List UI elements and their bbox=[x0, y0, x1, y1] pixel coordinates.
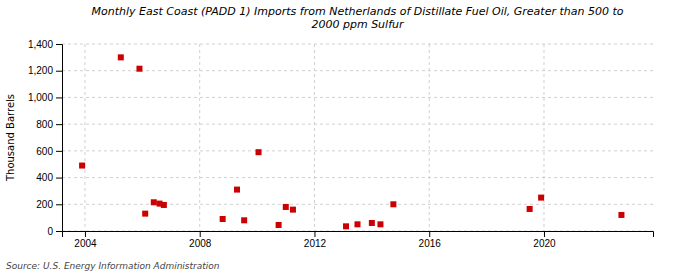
grid-line-y bbox=[62, 150, 653, 151]
tick-label: 800 bbox=[36, 119, 53, 130]
grid-line-y bbox=[62, 44, 653, 45]
grid-line-y bbox=[62, 70, 653, 71]
plot-area: 2004 2008 2012 2016 2020 0 200 400 600 800 1,000 1,… bbox=[28, 39, 654, 249]
tick-mark bbox=[56, 178, 62, 179]
point bbox=[234, 187, 240, 193]
tick: 2020 bbox=[533, 231, 556, 249]
tick-mark bbox=[56, 97, 62, 98]
tick: 2004 bbox=[74, 231, 97, 249]
y-axis: 0 200 400 600 800 1,000 1,200 1,400 bbox=[28, 39, 63, 237]
point bbox=[538, 195, 544, 201]
tick: 200 bbox=[36, 199, 62, 210]
axis-line bbox=[63, 232, 654, 238]
tick: 0 bbox=[47, 226, 62, 237]
point bbox=[220, 216, 226, 222]
tick-mark bbox=[56, 71, 62, 72]
point bbox=[136, 66, 142, 72]
tick-label: 1,000 bbox=[28, 92, 53, 103]
point bbox=[79, 163, 85, 169]
tick: 1,400 bbox=[28, 39, 62, 50]
grid-line-x bbox=[314, 44, 315, 231]
title: Monthly East Coast (PADD 1) Imports from… bbox=[92, 5, 624, 31]
tick: 1,200 bbox=[28, 65, 62, 76]
tick-mark bbox=[56, 44, 62, 45]
point bbox=[283, 204, 289, 210]
tick-label: 600 bbox=[36, 146, 53, 157]
tick-label: 2008 bbox=[189, 238, 212, 249]
tick-label: 2012 bbox=[304, 238, 327, 249]
grid-line-y bbox=[62, 97, 653, 98]
tick-mark bbox=[56, 231, 62, 232]
point bbox=[527, 206, 533, 212]
tick-mark bbox=[56, 124, 62, 125]
tick: 600 bbox=[36, 146, 62, 157]
point bbox=[369, 220, 375, 226]
tick: 800 bbox=[36, 119, 62, 130]
point bbox=[241, 217, 247, 223]
tick-mark bbox=[429, 231, 430, 237]
points bbox=[79, 54, 624, 229]
grid-line-y bbox=[62, 204, 653, 205]
tick-mark bbox=[544, 231, 545, 237]
tick-label: 1,400 bbox=[28, 39, 53, 50]
grid-line-x bbox=[543, 44, 544, 231]
tick: 1,000 bbox=[28, 92, 62, 103]
point bbox=[151, 199, 157, 205]
tick-label: 2016 bbox=[419, 238, 442, 249]
point bbox=[343, 223, 349, 229]
tick-label: 400 bbox=[36, 172, 53, 183]
tick-label: 200 bbox=[36, 199, 53, 210]
grid-line-y bbox=[62, 177, 653, 178]
point bbox=[390, 201, 396, 207]
source: Source: U.S. Energy Information Administ… bbox=[6, 261, 220, 271]
point bbox=[377, 221, 383, 227]
axis-line bbox=[56, 45, 63, 232]
point bbox=[118, 54, 124, 60]
tick: 2008 bbox=[189, 231, 212, 249]
grid-line-y bbox=[62, 124, 653, 125]
point bbox=[618, 212, 624, 218]
point bbox=[355, 221, 361, 227]
x-axis: 2004 2008 2012 2016 2020 bbox=[63, 231, 654, 249]
grid-line-x bbox=[84, 44, 85, 231]
tick: 2016 bbox=[419, 231, 442, 249]
point bbox=[161, 202, 167, 208]
tick-mark bbox=[314, 231, 315, 237]
tick-mark bbox=[56, 204, 62, 205]
point bbox=[276, 222, 282, 228]
y-axis-label: Thousand Barrels bbox=[5, 94, 16, 182]
grid-line-x bbox=[429, 44, 430, 231]
point bbox=[256, 149, 262, 155]
tick-label: 2020 bbox=[533, 238, 556, 249]
tick: 2012 bbox=[304, 231, 327, 249]
point bbox=[290, 207, 296, 213]
tick-mark bbox=[200, 231, 201, 237]
tick-mark bbox=[85, 231, 86, 237]
grid-line-x bbox=[199, 44, 200, 231]
tick-label: 1,200 bbox=[28, 65, 53, 76]
tick-mark bbox=[56, 151, 62, 152]
chart: 2004 2008 2012 2016 2020 0 200 400 600 800 1,000 1,… bbox=[0, 0, 675, 275]
tick-label: 2004 bbox=[74, 238, 97, 249]
tick: 400 bbox=[36, 172, 62, 183]
grid bbox=[62, 44, 653, 231]
point bbox=[142, 211, 148, 217]
tick-label: 0 bbox=[47, 226, 53, 237]
